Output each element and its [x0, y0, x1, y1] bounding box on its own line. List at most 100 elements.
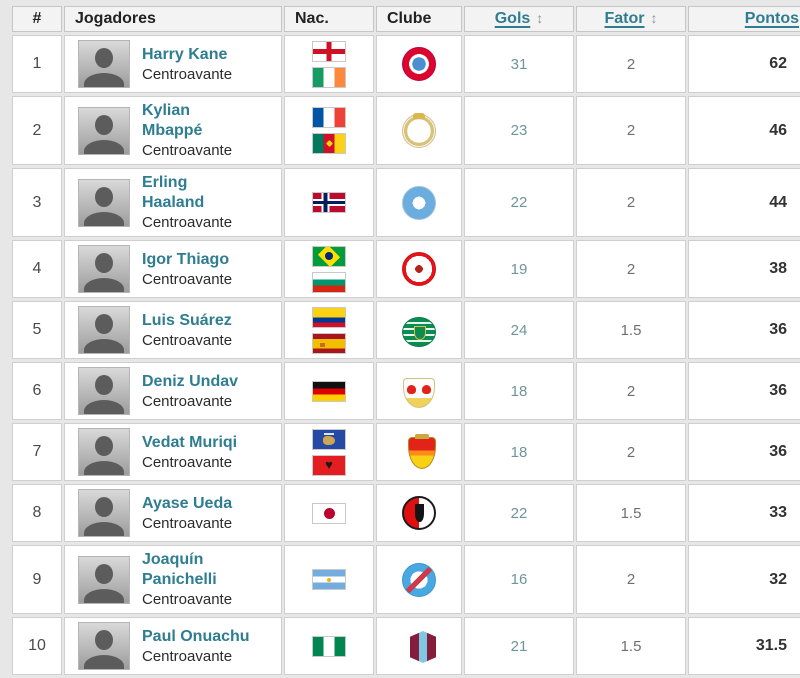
player-position-label: Centroavante — [142, 647, 233, 665]
player-cell: Luis Suárez Centroavante — [73, 306, 273, 354]
goals-value: 23 — [464, 96, 574, 165]
player-name-link[interactable]: Paul Onuachu — [142, 627, 250, 645]
flag-stack — [293, 245, 365, 293]
spain-flag-icon — [312, 332, 346, 354]
goals-value: 18 — [464, 362, 574, 420]
goals-value: 22 — [464, 168, 574, 237]
man-city-logo-icon — [402, 185, 436, 220]
player-photo — [78, 367, 130, 415]
player-row: 9 Joaquín Panichelli Centroavante 16 2 3… — [12, 545, 800, 614]
rank-value: 2 — [12, 96, 62, 165]
rank-value: 9 — [12, 545, 62, 614]
flag-stack — [293, 569, 365, 590]
rank-value: 6 — [12, 362, 62, 420]
column-header-goals: Gols ↕ — [464, 6, 574, 32]
column-header-factor: Fator ↕ — [576, 6, 686, 32]
player-photo — [78, 555, 130, 604]
argentina-flag-icon — [312, 569, 346, 590]
flag-stack — [293, 306, 365, 354]
player-cell: Ayase Ueda Centroavante — [73, 489, 273, 537]
factor-value: 2 — [576, 96, 686, 165]
player-cell: Harry Kane Centroavante — [73, 40, 273, 88]
germany-flag-icon — [312, 380, 346, 402]
points-value: 36 — [688, 362, 800, 420]
player-name-link[interactable]: Luis Suárez — [142, 311, 232, 329]
column-header-players: Jogadores — [64, 6, 282, 32]
flag-stack — [293, 502, 365, 524]
player-name-link[interactable]: Erling Haaland — [142, 174, 205, 211]
rank-value: 10 — [12, 617, 62, 675]
points-value: 44 — [688, 168, 800, 237]
sort-arrows-icon[interactable]: ↕ — [536, 10, 544, 26]
player-row: 4 Igor Thiago Centroavante 19 2 38 — [12, 240, 800, 298]
factor-value: 2 — [576, 362, 686, 420]
player-name-link[interactable]: Harry Kane — [142, 45, 228, 63]
rank-value: 1 — [12, 35, 62, 93]
factor-value: 2 — [576, 240, 686, 298]
column-header-nationality: Nac. — [284, 6, 374, 32]
player-position-label: Centroavante — [142, 65, 233, 83]
sort-arrows-icon[interactable]: ↕ — [650, 10, 658, 26]
column-header-points: Pontos — [688, 6, 800, 32]
goals-value: 19 — [464, 240, 574, 298]
sort-factor-link[interactable]: Fator — [604, 10, 645, 27]
goals-value: 21 — [464, 617, 574, 675]
player-cell: Kylian Mbappé Centroavante — [73, 101, 273, 160]
player-row: 1 Harry Kane Centroavante 31 2 62 — [12, 35, 800, 93]
player-cell: Deniz Undav Centroavante — [73, 367, 273, 415]
nigeria-flag-icon — [312, 635, 346, 657]
player-position-label: Centroavante — [142, 514, 233, 532]
player-row: 7 Vedat Muriqi Centroavante 18 2 36 — [12, 423, 800, 481]
column-header-club: Clube — [376, 6, 462, 32]
points-value: 31.5 — [688, 617, 800, 675]
player-position-label: Centroavante — [142, 331, 233, 349]
cameroon-flag-icon — [312, 133, 346, 154]
brazil-flag-icon — [312, 245, 346, 267]
rank-value: 3 — [12, 168, 62, 237]
factor-value: 1.5 — [576, 484, 686, 542]
player-name-link[interactable]: Joaquín Panichelli — [142, 551, 217, 588]
ranking-table-container: # Jogadores Nac. Clube Gols ↕ Fator ↕ Pont… — [10, 3, 800, 678]
brentford-logo-icon — [402, 252, 436, 286]
column-header-rank: # — [12, 6, 62, 32]
points-value: 62 — [688, 35, 800, 93]
player-name-link[interactable]: Kylian Mbappé — [142, 102, 203, 139]
stuttgart-logo-icon — [403, 378, 435, 408]
rank-value: 5 — [12, 301, 62, 359]
flag-stack — [293, 40, 365, 88]
goals-value: 18 — [464, 423, 574, 481]
points-value: 33 — [688, 484, 800, 542]
factor-value: 1.5 — [576, 617, 686, 675]
player-name-link[interactable]: Igor Thiago — [142, 250, 230, 268]
sort-goals-link[interactable]: Gols — [494, 10, 531, 27]
kosovo-flag-icon — [312, 428, 346, 450]
ireland-flag-icon — [312, 66, 346, 88]
player-row: 5 Luis Suárez Centroavante 24 1.5 36 — [12, 301, 800, 359]
points-value: 32 — [688, 545, 800, 614]
player-name-link[interactable]: Vedat Muriqi — [142, 433, 238, 451]
player-position-label: Centroavante — [142, 270, 233, 288]
player-row: 8 Ayase Ueda Centroavante 22 1.5 33 — [12, 484, 800, 542]
goals-value: 31 — [464, 35, 574, 93]
player-position-label: Centroavante — [142, 214, 233, 231]
player-cell: Paul Onuachu Centroavante — [73, 622, 273, 670]
player-row: 3 Erling Haaland Centroavante 22 2 44 — [12, 168, 800, 237]
points-value: 38 — [688, 240, 800, 298]
player-name-link[interactable]: Deniz Undav — [142, 372, 239, 390]
points-value: 36 — [688, 423, 800, 481]
table-body: 1 Harry Kane Centroavante 31 2 62 2 — [12, 35, 800, 675]
flag-stack — [293, 380, 365, 402]
player-row: 6 Deniz Undav Centroavante 18 2 36 — [12, 362, 800, 420]
player-photo — [78, 106, 130, 155]
colombia-flag-icon — [312, 306, 346, 328]
goals-value: 16 — [464, 545, 574, 614]
japan-flag-icon — [312, 502, 346, 524]
albania-flag-icon — [312, 454, 346, 476]
player-cell: Erling Haaland Centroavante — [73, 173, 273, 232]
player-photo — [78, 428, 130, 476]
player-row: 2 Kylian Mbappé Centroavante 23 2 46 — [12, 96, 800, 165]
player-photo — [78, 245, 130, 293]
player-name-link[interactable]: Ayase Ueda — [142, 494, 233, 512]
feyenoord-logo-icon — [402, 496, 436, 530]
sort-points-link[interactable]: Pontos — [744, 10, 799, 27]
